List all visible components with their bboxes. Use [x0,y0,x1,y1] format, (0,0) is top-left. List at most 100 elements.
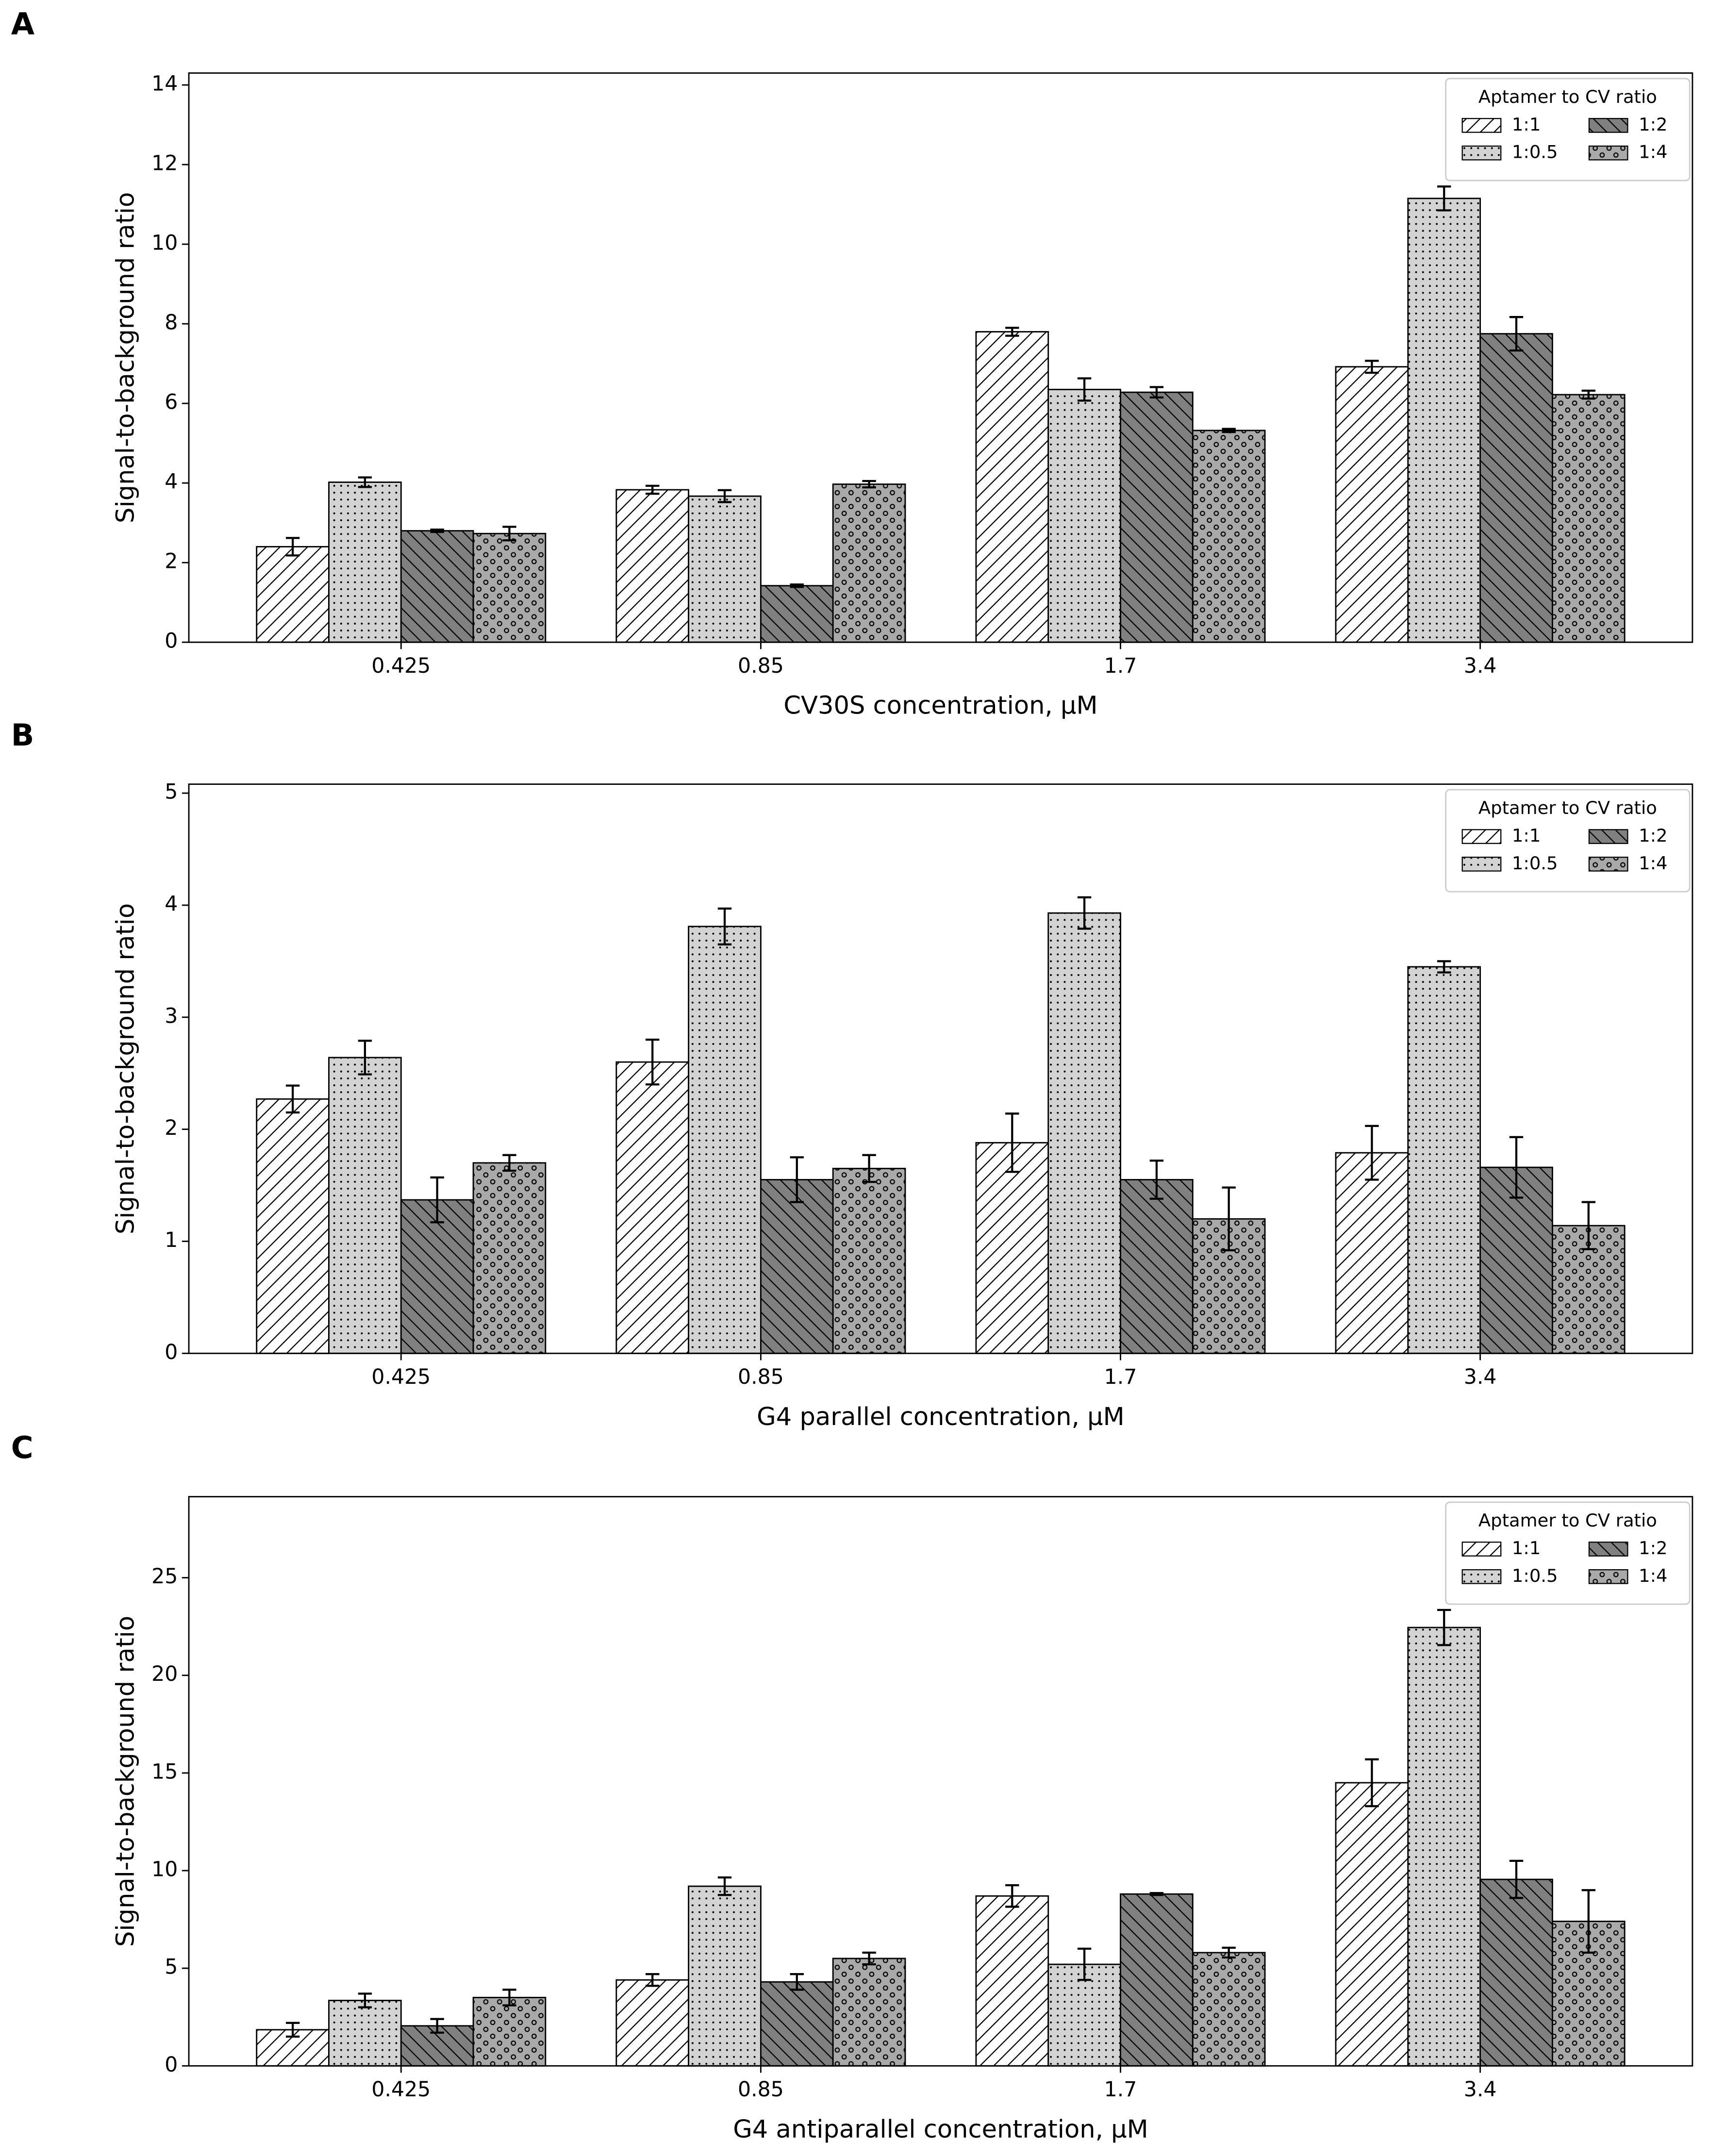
legend-swatch [1461,1569,1502,1584]
bar [688,495,762,643]
y-axis-label: Signal-to-background ratio [111,1616,140,1947]
bar [1120,1179,1194,1354]
legend-label: 1:4 [1639,142,1667,163]
bar [832,1957,906,2067]
error-bar [1149,1160,1164,1200]
bar [1335,1782,1409,2067]
bar [760,1179,834,1354]
error-bar [285,2022,300,2038]
error-bar [1581,389,1596,400]
bar [1047,912,1121,1354]
error-bar [1222,1946,1236,1959]
bar [1551,394,1626,643]
error-bar [1222,1186,1236,1252]
x-axis-label: CV30S concentration, µM [783,692,1097,720]
bar [1047,1963,1121,2067]
y-tick-label: 15 [151,1759,178,1784]
error-bar [1437,1609,1451,1646]
bar [1120,1893,1194,2067]
y-tick-label: 8 [165,311,178,335]
bar [328,481,402,643]
x-tick-label: 3.4 [1464,654,1497,678]
error-bar [1581,1201,1596,1250]
x-axis-label: G4 parallel concentration, µM [757,1403,1125,1431]
error-bar [430,1176,444,1224]
bar [615,489,690,643]
y-tick-label: 4 [165,470,178,494]
error-bar [1365,360,1379,374]
legend-label: 1:1 [1512,114,1541,135]
bar [1047,389,1121,643]
bar [1120,391,1194,643]
y-axis-label: Signal-to-background ratio [111,903,140,1234]
y-tick-label: 4 [165,892,178,916]
panel-label: C [11,1430,33,1465]
error-bar [1365,1125,1379,1181]
legend-swatch [1461,145,1502,161]
plot-frame [188,72,1693,643]
legend-label: 1:1 [1512,1538,1541,1559]
bar [472,1997,547,2067]
error-bar [1509,1859,1524,1899]
bar [1192,1952,1266,2067]
bar [975,1142,1049,1354]
legend-swatch [1461,118,1502,133]
bar [1335,1152,1409,1354]
error-bar [1437,185,1451,212]
error-bar [862,1154,876,1183]
bar [975,1895,1049,2067]
bar [256,546,330,643]
error-bar [1149,386,1164,398]
bar [1192,430,1266,643]
legend-swatch [1461,829,1502,844]
bar [975,331,1049,643]
error-bar [285,1084,300,1114]
bar [1335,366,1409,643]
error-bar [862,1951,876,1966]
bar [400,1199,474,1354]
legend-label: 1:0.5 [1512,1565,1558,1586]
error-bar [1077,896,1092,930]
y-tick-label: 0 [165,1340,178,1364]
plot-frame [188,1496,1693,2067]
y-tick-label: 25 [151,1564,178,1589]
error-bar [646,1973,660,1987]
error-bar [358,476,372,488]
x-tick-label: 0.85 [738,2077,784,2102]
y-tick-label: 12 [151,151,178,176]
legend-label: 1:2 [1639,114,1667,135]
x-tick-label: 3.4 [1464,1365,1497,1389]
bar [1407,966,1481,1354]
legend-box [1445,78,1691,182]
error-bar [285,537,300,557]
legend-label: 1:4 [1639,1565,1667,1586]
legend-label: 1:0.5 [1512,853,1558,874]
error-bar [646,1038,660,1086]
y-tick-label: 2 [165,1116,178,1140]
legend-label: 1:4 [1639,853,1667,874]
x-tick-label: 0.425 [371,2077,431,2102]
legend-label: 1:2 [1639,825,1667,846]
error-bar [717,907,732,945]
x-tick-label: 3.4 [1464,2077,1497,2102]
bar [832,1168,906,1354]
bar [1479,333,1553,643]
bar [328,2000,402,2067]
legend-box [1445,789,1691,893]
y-tick-label: 5 [165,780,178,804]
error-bar [502,526,516,542]
x-tick-label: 0.85 [738,1365,784,1389]
bar [688,1885,762,2067]
error-bar [1509,1136,1524,1199]
error-bar [1365,1758,1379,1808]
y-tick-label: 10 [151,231,178,255]
panel-label: A [11,6,35,42]
x-tick-label: 0.425 [371,1365,431,1389]
x-tick-label: 1.7 [1104,2077,1137,2102]
legend-swatch [1588,829,1628,844]
legend-swatch [1588,1542,1628,1557]
x-axis-label: G4 antiparallel concentration, µM [733,2115,1148,2144]
y-tick-label: 1 [165,1228,178,1252]
error-bar [1005,327,1019,337]
y-tick-label: 0 [165,629,178,653]
